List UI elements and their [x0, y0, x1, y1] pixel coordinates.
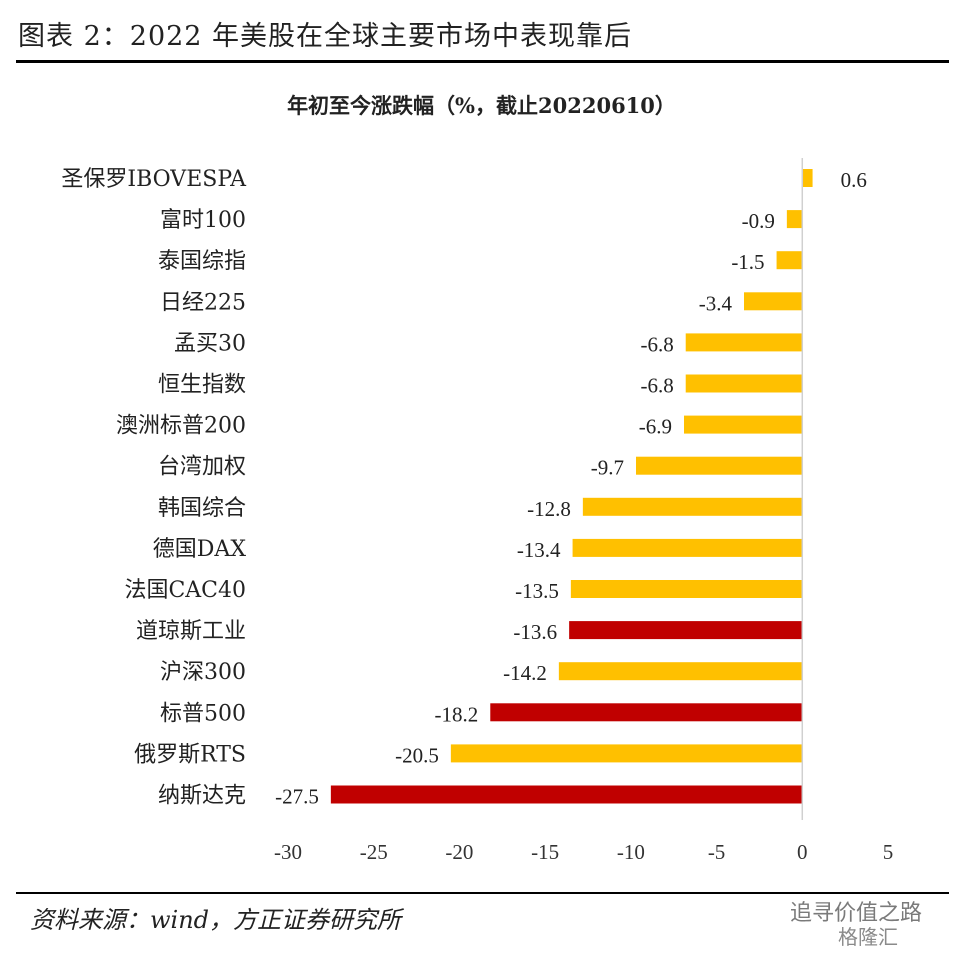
bar	[684, 415, 803, 434]
x-tick-label: 0	[797, 840, 808, 864]
bar	[572, 538, 803, 557]
bottom-rule	[16, 892, 949, 894]
bar	[330, 785, 803, 804]
watermark-text: 追寻价值之路	[790, 901, 923, 926]
category-label: 澳洲标普200	[116, 414, 246, 439]
data-label: -1.5	[731, 250, 764, 274]
top-rule	[16, 60, 949, 63]
category-label: 标普500	[160, 701, 246, 726]
category-label: 纳斯达克	[158, 784, 246, 809]
x-tick-label: 5	[883, 840, 894, 864]
category-label: 台湾加权	[158, 455, 246, 480]
data-label: -13.6	[513, 620, 557, 644]
data-label: -6.9	[639, 415, 672, 439]
data-label: -27.5	[275, 785, 319, 809]
bar	[776, 251, 803, 270]
category-label: 恒生指数	[158, 373, 246, 398]
data-label: -20.5	[395, 743, 439, 767]
x-tick-label: -15	[531, 840, 559, 864]
category-label: 俄罗斯RTS	[134, 742, 246, 767]
bar	[802, 169, 813, 187]
data-label: 0.6	[841, 168, 867, 192]
figure-title: 图表 2：2022 年美股在全球主要市场中表现靠后	[18, 21, 633, 52]
data-label: -6.8	[640, 374, 673, 398]
category-label: 法国CAC40	[124, 578, 246, 603]
x-tick-label: -25	[360, 840, 388, 864]
category-label: 圣保罗IBOVESPA	[61, 167, 247, 192]
bar	[685, 333, 803, 352]
bar	[636, 456, 803, 475]
bar	[569, 621, 803, 640]
bar	[582, 497, 803, 516]
bar	[685, 374, 803, 393]
watermark-brand: 格隆汇	[838, 925, 898, 949]
category-label: 沪深300	[160, 660, 246, 685]
category-label: 富时100	[160, 208, 246, 233]
data-label: -13.4	[517, 538, 561, 562]
category-label: 孟买30	[174, 331, 246, 356]
data-label: -13.5	[515, 579, 559, 603]
data-label: -18.2	[435, 702, 479, 726]
category-label: 道琼斯工业	[136, 619, 246, 644]
data-label: -9.7	[591, 456, 624, 480]
bar	[570, 580, 803, 598]
chart-title: 年初至今涨跌幅（%，截止20220610）	[287, 93, 676, 118]
data-label: -6.8	[640, 332, 673, 356]
data-label: -14.2	[503, 661, 547, 685]
x-tick-label: -5	[708, 840, 726, 864]
category-label: 德国DAX	[153, 537, 247, 562]
x-tick-label: -20	[445, 840, 473, 864]
bar	[786, 210, 803, 229]
bar	[744, 292, 803, 311]
data-label: -12.8	[527, 497, 571, 521]
category-label: 韩国综合	[158, 496, 246, 521]
data-label: -0.9	[742, 209, 775, 233]
category-label: 泰国综指	[158, 249, 246, 274]
category-label: 日经225	[160, 290, 246, 315]
x-tick-label: -10	[617, 840, 645, 864]
x-tick-label: -30	[274, 840, 302, 864]
source-note: 资料来源：wind，方正证券研究所	[30, 906, 402, 934]
bar	[558, 662, 803, 681]
bar	[490, 703, 803, 722]
data-label: -3.4	[699, 291, 733, 315]
bar	[450, 744, 803, 763]
